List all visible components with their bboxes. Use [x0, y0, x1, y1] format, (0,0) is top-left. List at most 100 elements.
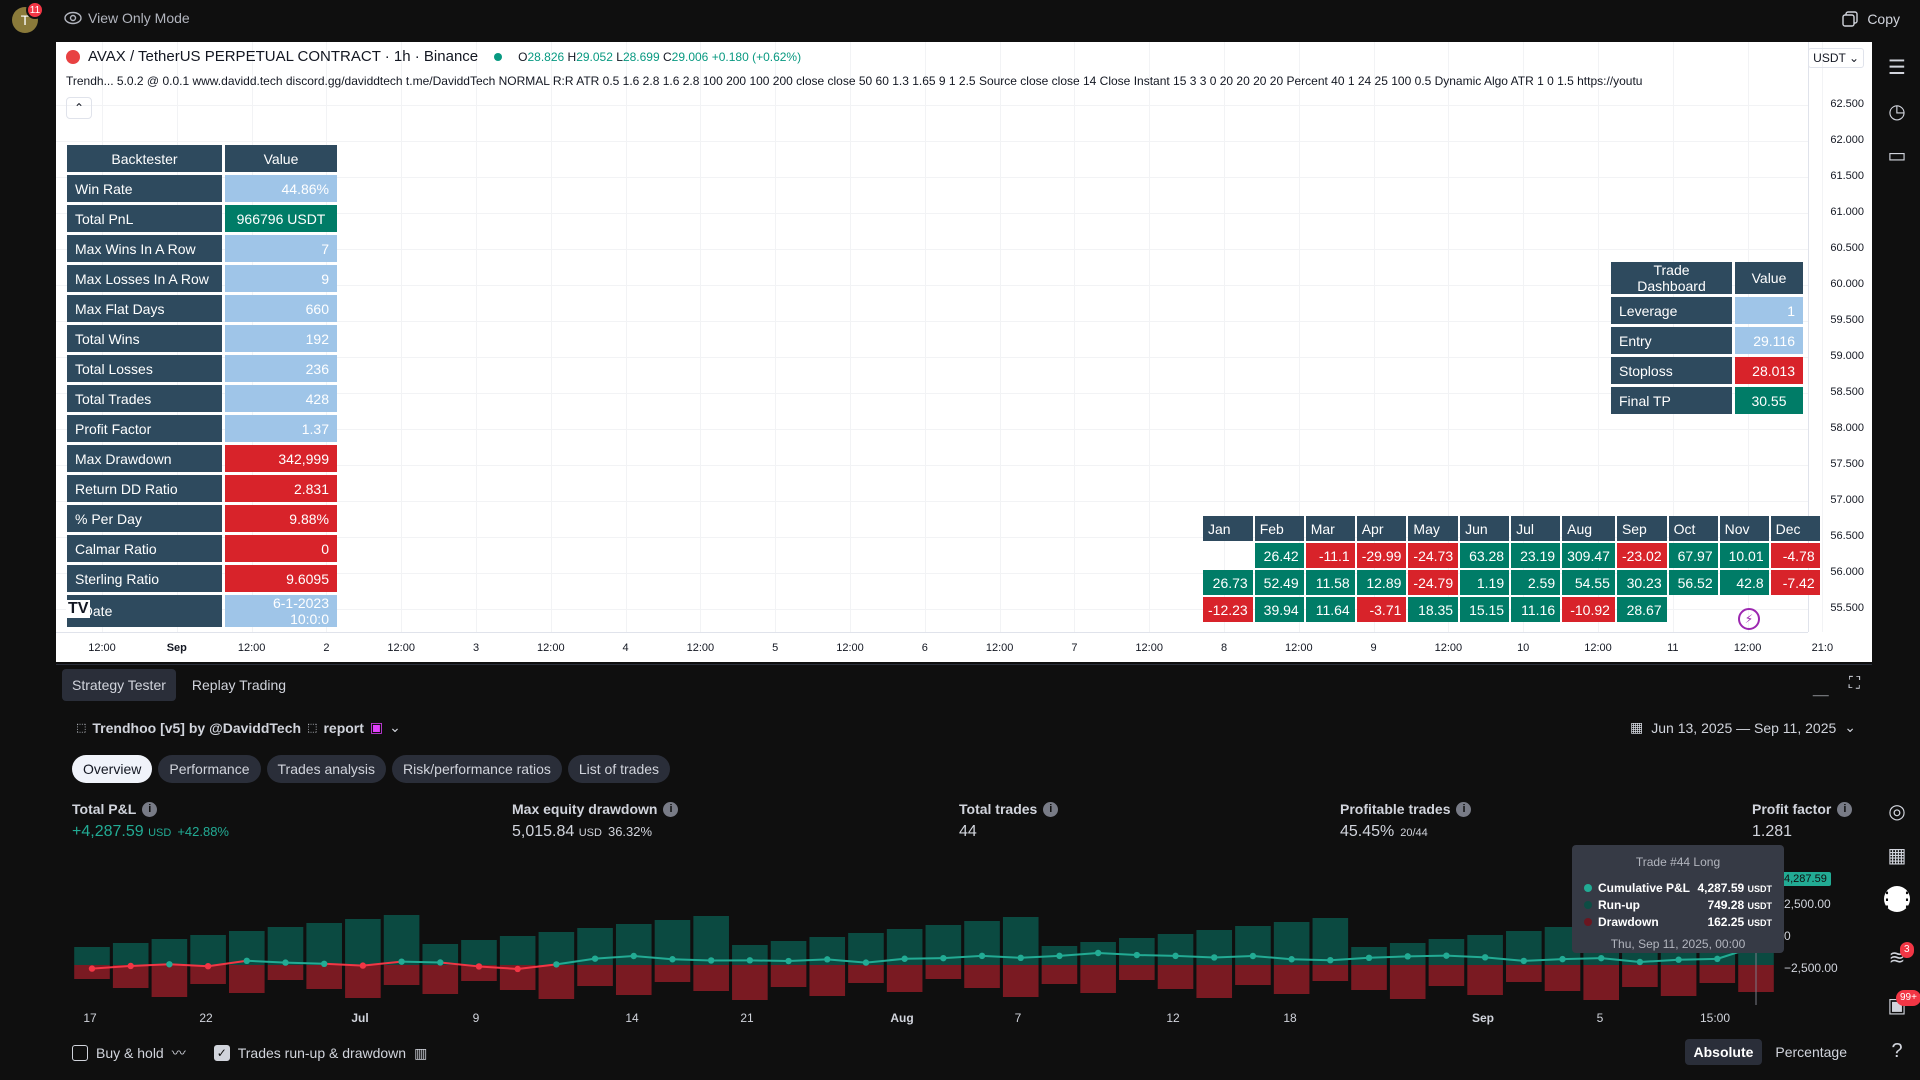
pnl-line-segment: [827, 958, 867, 964]
eq-y-label: 2,500.00: [1784, 897, 1831, 911]
chart-options: Buy & hold 〰 ✓ Trades run-up & drawdown ▥: [72, 1043, 427, 1063]
month-cell: -23.02: [1616, 543, 1667, 568]
tradingview-logo[interactable]: TV: [66, 600, 91, 618]
absolute-button[interactable]: Absolute: [1684, 1039, 1763, 1065]
subtab-list-of-trades[interactable]: List of trades: [567, 755, 671, 783]
pnl-line-segment: [91, 964, 131, 970]
pnl-point: [1481, 954, 1489, 961]
table-row: Return DD Ratio 2.831: [67, 475, 337, 502]
subtab-trades-analysis[interactable]: Trades analysis: [266, 755, 387, 783]
subtab-performance[interactable]: Performance: [158, 755, 261, 783]
metric-total-pnl: Total P&L i +4,287.59 USD +42.88%: [72, 801, 229, 840]
pnl-point: [785, 957, 792, 965]
info-icon[interactable]: i: [663, 801, 679, 817]
eq-x-label: 15:00: [1699, 1011, 1731, 1025]
drawdown-bar: [383, 965, 420, 985]
month-cell: 15.15: [1460, 597, 1510, 622]
pnl-point: [1094, 949, 1102, 957]
table-row: Stoploss 28.013: [1611, 357, 1803, 384]
table-header: Trade Dashboard: [1611, 262, 1732, 294]
month-header: Apr: [1356, 516, 1407, 541]
panel-tabs: Strategy Tester Replay Trading: [62, 669, 296, 701]
drawdown-bar: [1273, 965, 1310, 994]
lightning-icon[interactable]: ⚡: [1738, 608, 1760, 630]
pnl-line-segment: [556, 957, 596, 966]
month-cell: 28.67: [1616, 597, 1667, 622]
pnl-point: [1714, 955, 1721, 963]
price-axis[interactable]: 62.500 62.000 61.500 61.000 60.500 60.000 59.5…: [1808, 42, 1872, 632]
alerts-clock-icon[interactable]: ◷: [1888, 100, 1906, 123]
watchlist-icon[interactable]: ☰: [1888, 56, 1906, 79]
drawdown-bar: [693, 965, 729, 991]
drawdown-bar: [1622, 965, 1658, 987]
pnl-point: [862, 959, 870, 966]
runup-drawdown-checkbox[interactable]: ✓ Trades run-up & drawdown ▥: [213, 1045, 427, 1062]
row-label: Total Losses: [67, 355, 222, 382]
price-chart[interactable]: AVAX / TetherUS PERPETUAL CONTRACT · 1h …: [56, 42, 1872, 662]
buy-hold-checkbox[interactable]: Buy & hold 〰: [72, 1043, 186, 1063]
price-tick-label: 61.500: [1830, 170, 1864, 182]
pnl-point: [669, 956, 676, 963]
minimize-icon[interactable]: ＿: [1812, 681, 1829, 698]
info-icon[interactable]: i: [1043, 801, 1059, 817]
subtab-risk-ratios[interactable]: Risk/performance ratios: [392, 755, 562, 783]
tab-strategy-tester[interactable]: Strategy Tester: [62, 669, 176, 701]
tooltip-row: Cumulative P&L 4,287.59 USDT: [1572, 881, 1784, 895]
time-tick-label: 6: [921, 642, 928, 654]
time-tick-label: 12:00: [1733, 642, 1762, 654]
table-row: Total PnL 966796 USDT: [67, 205, 337, 232]
maximize-icon[interactable]: ⛶: [1848, 675, 1860, 692]
pnl-point: [1675, 956, 1682, 963]
trade-dashboard-table: Trade Dashboard Value Leverage 1 Entry 29.116…: [1608, 259, 1806, 417]
calendar-icon[interactable]: ▦: [1887, 844, 1907, 867]
row-label: Return DD Ratio: [67, 475, 222, 502]
time-tick-label: 2: [323, 642, 330, 654]
pnl-line-segment: [1175, 954, 1215, 959]
time-tick-label: 21:0: [1811, 642, 1834, 654]
chevron-down-icon[interactable]: ⌄: [389, 719, 401, 735]
time-tick-label: 12:00: [985, 642, 1014, 654]
drawdown-bar: [615, 965, 652, 995]
apps-icon[interactable]: ⋮⋮: [1877, 886, 1917, 912]
collapse-legend-button[interactable]: ⌃: [66, 97, 92, 119]
month-cell: -24.73: [1408, 543, 1459, 568]
pnl-line-segment: [478, 965, 518, 970]
hotlist-icon[interactable]: ◎: [1888, 800, 1906, 823]
runup-bar: [499, 936, 536, 965]
drawdown-bar: [112, 965, 149, 988]
info-icon[interactable]: i: [142, 801, 158, 817]
line-chart-icon: 〰: [171, 1045, 186, 1061]
row-label: Max Flat Days: [67, 295, 222, 322]
help-icon[interactable]: ?: [1891, 1039, 1903, 1062]
month-cell: 26.42: [1254, 543, 1304, 568]
row-label: Leverage: [1611, 297, 1732, 324]
drawdown-bar: [1389, 965, 1426, 999]
info-icon[interactable]: i: [1837, 801, 1853, 817]
table-row: -12.23 39.94 11.64 -3.71 18.35 15.15 11.16 -10.…: [1203, 597, 1820, 622]
row-value: 192: [225, 325, 337, 352]
price-tick-label: 55.500: [1830, 602, 1864, 614]
drawdown-bar: [925, 965, 962, 979]
info-icon[interactable]: i: [1456, 801, 1472, 817]
eq-x-label: Sep: [1471, 1011, 1495, 1025]
runup-bar: [345, 919, 381, 965]
runup-bar: [422, 944, 459, 965]
time-axis[interactable]: 12:00 Sep 12:00 2 12:00 3 12:00 4 12:00 5 12:00 6 12…: [56, 632, 1833, 662]
date-range-selector[interactable]: ▦ Jun 13, 2025 — Sep 11, 2025 ⌄: [1630, 719, 1856, 736]
chat-icon[interactable]: ▭: [1887, 144, 1907, 167]
tab-replay-trading[interactable]: Replay Trading: [191, 677, 287, 693]
subtab-overview[interactable]: Overview: [72, 755, 153, 783]
pnl-line-segment: [1523, 958, 1563, 962]
symbol-title[interactable]: AVAX / TetherUS PERPETUAL CONTRACT · 1h …: [88, 48, 479, 65]
row-label: Final TP: [1611, 387, 1732, 414]
month-cell: -11.1: [1305, 543, 1355, 568]
copy-button[interactable]: Copy: [1841, 10, 1900, 28]
view-only-mode[interactable]: View Only Mode: [64, 10, 190, 26]
avatar[interactable]: T 11: [12, 1, 44, 33]
indicator-legend[interactable]: Trendh... 5.0.2 @ 0.0.1 www.davidd.tech …: [66, 74, 1643, 88]
pnl-line-segment: [749, 959, 789, 963]
pnl-line-segment: [1291, 958, 1331, 962]
strategy-title[interactable]: ⬚ Trendhoo [v5] by @DaviddTech ⬚ report …: [76, 719, 401, 736]
pnl-point: [1249, 952, 1257, 960]
percentage-button[interactable]: Percentage: [1775, 1044, 1847, 1060]
